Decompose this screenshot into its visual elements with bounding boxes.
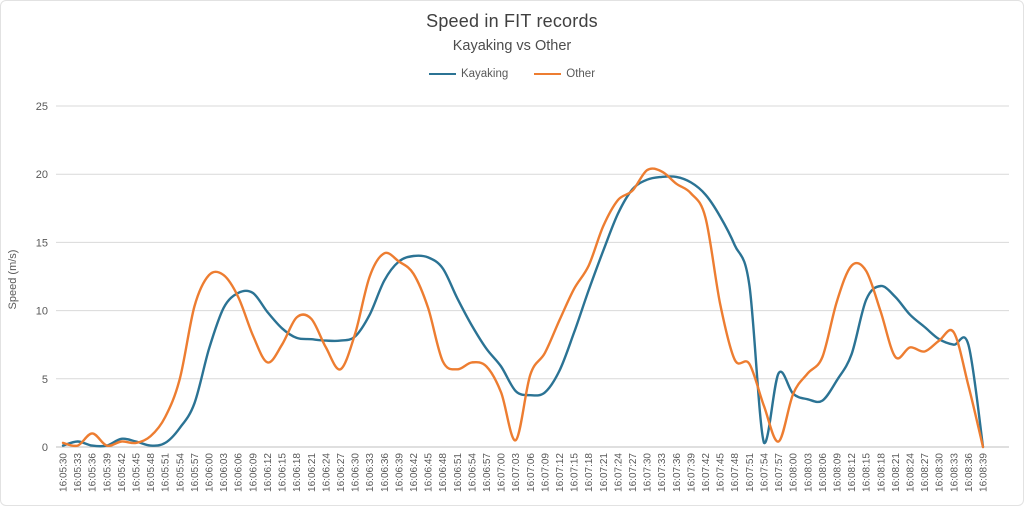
x-tick-label: 16:07:18 (584, 453, 595, 492)
x-tick-label: 16:06:42 (409, 453, 420, 492)
x-tick-label: 16:06:18 (292, 453, 303, 492)
x-tick-label: 16:06:33 (365, 453, 376, 492)
x-tick-label: 16:06:51 (453, 453, 464, 492)
x-tick-label: 16:06:57 (482, 453, 493, 492)
y-tick-label: 15 (36, 237, 48, 249)
other-line-swatch-icon (534, 73, 562, 75)
x-tick-label: 16:05:57 (190, 453, 201, 492)
y-tick-label: 25 (36, 101, 48, 113)
x-tick-label: 16:07:24 (613, 453, 624, 492)
x-tick-label: 16:06:24 (321, 453, 332, 492)
series-line-kayaking (61, 175, 985, 449)
x-tick-label: 16:07:54 (759, 453, 770, 492)
x-tick-label: 16:05:51 (161, 453, 172, 492)
x-tick-label: 16:08:24 (905, 453, 916, 492)
x-tick-label: 16:07:03 (511, 453, 522, 492)
legend-label-kayaking: Kayaking (460, 68, 509, 80)
x-tick-label: 16:06:06 (234, 453, 245, 492)
chart-title: Speed in FIT records (426, 11, 598, 31)
x-tick-label: 16:08:36 (964, 453, 975, 492)
x-tick-label: 16:07:36 (672, 453, 683, 492)
y-axis-title: Speed (m/s) (7, 250, 19, 310)
x-tick-label: 16:06:00 (205, 453, 216, 492)
x-tick-label: 16:06:12 (263, 453, 274, 492)
x-tick-label: 16:08:21 (891, 453, 902, 492)
x-tick-label: 16:07:00 (497, 453, 508, 492)
x-tick-label: 16:07:12 (555, 453, 566, 492)
x-tick-label: 16:05:42 (117, 453, 128, 492)
x-tick-label: 16:06:36 (380, 453, 391, 492)
x-tick-label: 16:06:30 (351, 453, 362, 492)
x-tick-label: 16:05:39 (102, 453, 113, 492)
x-tick-label: 16:08:03 (803, 453, 814, 492)
series-line-other (61, 167, 985, 449)
legend-item-other: Other (534, 68, 595, 80)
y-tick-label: 5 (42, 374, 48, 386)
x-tick-label: 16:06:48 (438, 453, 449, 492)
x-tick-label: 16:07:33 (657, 453, 668, 492)
x-tick-label: 16:08:00 (789, 453, 800, 492)
x-tick-label: 16:06:27 (336, 453, 347, 492)
x-tick-label: 16:07:27 (628, 453, 639, 492)
x-tick-label: 16:05:54 (175, 453, 186, 492)
x-tick-label: 16:07:15 (570, 453, 581, 492)
y-tick-label: 10 (36, 306, 48, 318)
x-tick-label: 16:08:15 (862, 453, 873, 492)
x-tick-label: 16:08:30 (935, 453, 946, 492)
x-tick-label: 16:07:45 (716, 453, 727, 492)
x-tick-label: 16:06:09 (248, 453, 259, 492)
x-tick-label: 16:07:30 (643, 453, 654, 492)
legend-item-kayaking: Kayaking (428, 68, 509, 80)
x-tick-label: 16:06:39 (394, 453, 405, 492)
x-tick-label: 16:07:09 (540, 453, 551, 492)
chart-subtitle: Kayaking vs Other (452, 38, 572, 54)
x-tick-label: 16:06:21 (307, 453, 318, 492)
x-tick-label: 16:07:06 (526, 453, 537, 492)
x-tick-label: 16:08:12 (847, 453, 858, 492)
legend-label-other: Other (566, 68, 596, 80)
x-tick-label: 16:08:09 (832, 453, 843, 492)
x-tick-label: 16:05:48 (146, 453, 157, 492)
x-tick-label: 16:05:45 (132, 453, 143, 492)
y-tick-label: 0 (42, 442, 48, 454)
x-tick-label: 16:08:33 (949, 453, 960, 492)
x-tick-label: 16:08:18 (876, 453, 887, 492)
y-tick-label: 20 (36, 169, 48, 181)
x-tick-label: 16:06:54 (467, 453, 478, 492)
kayaking-line-swatch-icon (428, 73, 456, 75)
x-tick-label: 16:07:21 (599, 453, 610, 492)
x-tick-label: 16:08:39 (979, 453, 990, 492)
x-tick-label: 16:07:42 (701, 453, 712, 492)
x-tick-label: 16:07:39 (686, 453, 697, 492)
legend: Kayaking Other (1, 68, 1023, 80)
x-tick-label: 16:07:57 (774, 453, 785, 492)
x-tick-label: 16:06:15 (278, 453, 289, 492)
x-tick-label: 16:07:51 (745, 453, 756, 492)
x-tick-label: 16:07:48 (730, 453, 741, 492)
x-tick-label: 16:08:27 (920, 453, 931, 492)
x-tick-label: 16:06:45 (424, 453, 435, 492)
x-tick-label: 16:05:30 (59, 453, 70, 492)
x-tick-label: 16:06:03 (219, 453, 230, 492)
x-tick-label: 16:05:36 (88, 453, 99, 492)
x-tick-label: 16:08:06 (818, 453, 829, 492)
x-tick-label: 16:05:33 (73, 453, 84, 492)
